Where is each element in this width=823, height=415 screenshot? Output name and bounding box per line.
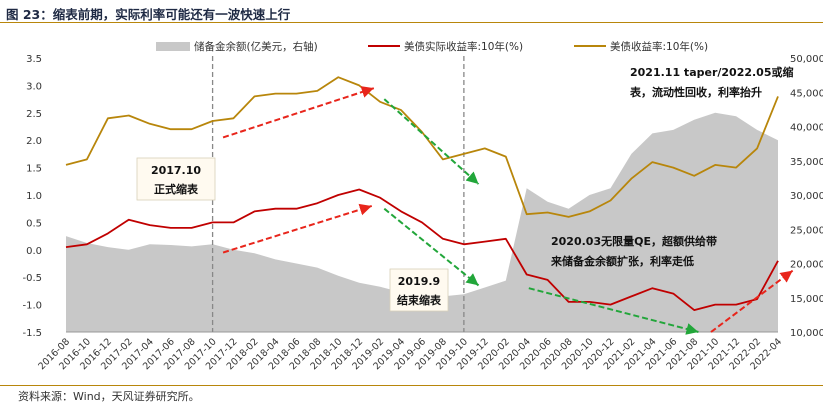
annotation-2021-text: 2021.11 taper/2022.05或缩 <box>630 65 794 79</box>
annotation-2017-box <box>136 157 216 201</box>
y-right-tick-label: 30,000 <box>790 191 823 202</box>
source-rule <box>0 385 823 386</box>
y-right-tick-label: 50,000 <box>790 54 823 65</box>
reserve-balance-area <box>66 112 778 332</box>
trend-arrow-down <box>383 98 480 185</box>
legend-label: 美债收益率:10年(%) <box>610 40 708 53</box>
y-right-tick-label: 35,000 <box>790 157 823 168</box>
title-rule <box>0 22 823 23</box>
y-right-tick-label: 10,000 <box>790 328 823 339</box>
y-left-tick-label: 0.5 <box>26 218 42 229</box>
trend-arrow-up <box>710 269 794 333</box>
y-right-tick-label: 40,000 <box>790 123 823 134</box>
annotation-2020-text: 来储备金余额扩张，利率走低 <box>550 254 694 268</box>
y-left-tick-label: -0.5 <box>22 273 42 284</box>
annotation-2019-text: 2019.9 <box>398 275 440 288</box>
y-right-tick-label: 25,000 <box>790 225 823 236</box>
legend-label: 美债实际收益率:10年(%) <box>404 40 523 53</box>
legend-label: 储备金余额(亿美元，右轴) <box>194 40 318 53</box>
y-left-tick-label: 3.0 <box>26 81 42 92</box>
real-yield-line <box>65 188 779 311</box>
y-left-tick-label: -1.5 <box>22 328 42 339</box>
y-left-tick-label: 3.5 <box>26 54 42 65</box>
annotation-2019-box <box>389 268 449 312</box>
y-right-tick-label: 45,000 <box>790 88 823 99</box>
y-right-tick-label: 20,000 <box>790 260 823 271</box>
annotation-2021-text: 表，流动性回收，利率抬升 <box>629 85 762 99</box>
y-left-tick-label: 1.0 <box>26 191 42 202</box>
y-left-tick-label: 1.5 <box>26 164 42 175</box>
legend-swatch-area <box>156 42 190 51</box>
annotation-2020-text: 2020.03无限量QE，超额供给带 <box>551 234 717 248</box>
y-left-tick-label: 2.0 <box>26 136 42 147</box>
source-note: 资料来源：Wind，天风证券研究所。 <box>18 390 200 403</box>
y-left-tick-label: -1.0 <box>22 301 42 312</box>
trend-arrow-up <box>222 203 373 254</box>
trend-arrow-up <box>222 86 375 139</box>
annotation-2017-text: 正式缩表 <box>154 182 199 196</box>
figure-title: 图 23：缩表前期，实际利率可能还有一波快速上行 <box>6 7 291 22</box>
y-left-tick-label: 0.0 <box>26 246 42 257</box>
annotation-2017-text: 2017.10 <box>151 164 201 177</box>
trend-arrow-down <box>528 287 699 335</box>
annotation-2019-text: 结束缩表 <box>396 293 442 307</box>
trend-arrow-down <box>383 207 480 287</box>
y-left-tick-label: 2.5 <box>26 109 42 120</box>
y-right-tick-label: 15,000 <box>790 294 823 305</box>
